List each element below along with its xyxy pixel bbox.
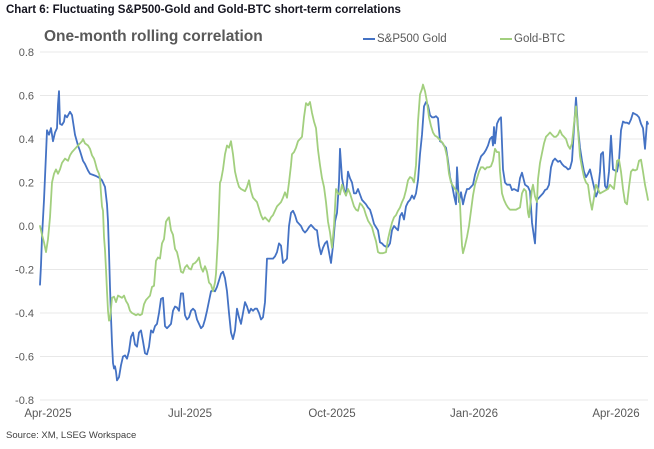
- y-tick-label: -0.8: [15, 395, 34, 407]
- y-tick-label: 0.8: [19, 47, 34, 59]
- figure-caption: Chart 6: Fluctuating S&P500-Gold and Gol…: [6, 4, 401, 16]
- y-tick-label: -0.2: [15, 265, 34, 277]
- x-tick-label: Jul-2025: [168, 408, 212, 420]
- legend-label-sp500-gold: S&P500 Gold: [377, 33, 447, 45]
- y-tick-label: -0.6: [15, 352, 34, 364]
- x-tick-label: Apr-2026: [592, 408, 639, 420]
- series-line-s-p500-gold: [39, 90, 649, 382]
- source-note: Source: XM, LSEG Workspace: [6, 430, 137, 441]
- y-tick-label: 0.6: [19, 91, 34, 103]
- y-tick-label: -0.4: [15, 308, 34, 320]
- legend-item-sp500-gold: S&P500 Gold: [363, 33, 447, 45]
- chart-title: One-month rolling correlation: [44, 28, 263, 45]
- x-tick-label: Apr-2025: [24, 408, 71, 420]
- series-line-gold-btc: [39, 83, 649, 322]
- legend-swatch-sp500-gold: [363, 38, 375, 40]
- x-tick-label: Oct-2025: [308, 408, 355, 420]
- y-tick-label: 0.4: [19, 134, 34, 146]
- legend-item-gold-btc: Gold-BTC: [500, 33, 565, 45]
- legend-swatch-gold-btc: [500, 38, 512, 40]
- y-tick-label: 0.2: [19, 178, 34, 190]
- y-tick-label: 0.0: [19, 221, 34, 233]
- x-tick-label: Jan-2026: [450, 408, 498, 420]
- legend-label-gold-btc: Gold-BTC: [514, 33, 566, 45]
